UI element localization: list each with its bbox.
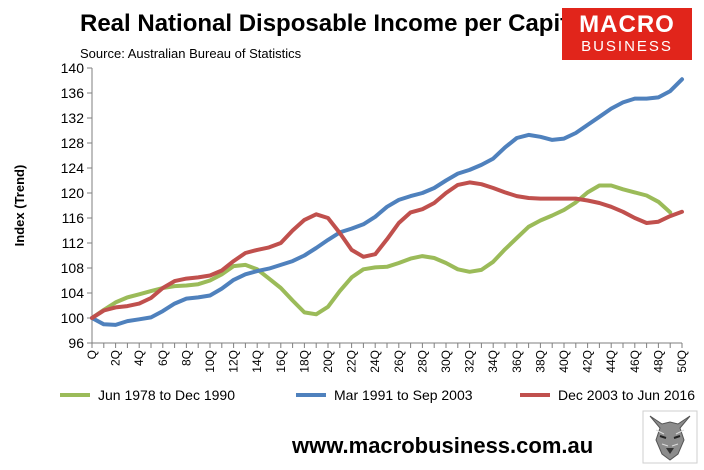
y-tick-label: 132 bbox=[61, 110, 85, 126]
y-tick-label: 120 bbox=[61, 185, 85, 201]
x-tick-label: 26Q bbox=[392, 350, 406, 373]
series-line-2 bbox=[90, 77, 684, 327]
y-tick-label: 136 bbox=[61, 85, 85, 101]
y-tick-label: 96 bbox=[68, 335, 84, 351]
legend-label: Dec 2003 to Jun 2016 bbox=[558, 387, 695, 403]
legend-label: Mar 1991 to Sep 2003 bbox=[334, 387, 473, 403]
website-url: www.macrobusiness.com.au bbox=[292, 433, 594, 458]
x-tick-label: 8Q bbox=[179, 350, 193, 366]
legend-item: Mar 1991 to Sep 2003 bbox=[296, 387, 473, 403]
wolf-logo-icon bbox=[642, 410, 698, 464]
y-tick-label: 116 bbox=[62, 210, 85, 226]
y-tick-label: 112 bbox=[62, 235, 85, 251]
x-tick-label: 28Q bbox=[415, 350, 429, 373]
y-tick-label: 108 bbox=[61, 260, 85, 276]
logo-line-1: MACRO bbox=[579, 11, 675, 38]
chart-title: Real National Disposable Income per Capi… bbox=[80, 10, 582, 37]
x-tick-label: 6Q bbox=[156, 350, 170, 366]
x-tick-label: 50Q bbox=[675, 350, 689, 373]
x-tick-label: 42Q bbox=[581, 350, 595, 373]
x-tick-label: 36Q bbox=[510, 350, 524, 373]
legend-swatch bbox=[520, 393, 550, 397]
x-tick-label: 10Q bbox=[203, 350, 217, 373]
x-tick-label: 40Q bbox=[557, 350, 571, 373]
x-tick-label: 38Q bbox=[533, 350, 547, 373]
y-tick-label: 140 bbox=[61, 60, 85, 76]
x-tick-label: 30Q bbox=[439, 350, 453, 373]
y-tick-label: 100 bbox=[61, 310, 85, 326]
x-tick-label: Q bbox=[85, 350, 99, 359]
series-line-1 bbox=[90, 183, 673, 320]
y-tick-label: 104 bbox=[61, 285, 85, 301]
x-tick-label: 46Q bbox=[628, 350, 642, 373]
y-tick-label: 128 bbox=[61, 135, 85, 151]
x-tick-label: 18Q bbox=[297, 350, 311, 373]
chart-source: Source: Australian Bureau of Statistics bbox=[80, 46, 302, 61]
legend-label: Jun 1978 to Dec 1990 bbox=[98, 387, 235, 403]
x-tick-label: 44Q bbox=[604, 350, 618, 373]
chart-legend: Jun 1978 to Dec 1990 Mar 1991 to Sep 2003… bbox=[60, 387, 700, 409]
x-tick-label: 12Q bbox=[227, 350, 241, 373]
series-line-3 bbox=[90, 180, 684, 320]
x-tick-label: 4Q bbox=[132, 350, 146, 366]
x-tick-label: 24Q bbox=[368, 350, 382, 373]
x-tick-label: 32Q bbox=[463, 350, 477, 373]
x-tick-label: 22Q bbox=[345, 350, 359, 373]
x-tick-label: 14Q bbox=[250, 350, 264, 373]
legend-swatch bbox=[296, 393, 326, 397]
x-tick-label: 2Q bbox=[109, 350, 123, 366]
macrobusiness-logo: MACRO BUSINESS bbox=[562, 8, 692, 60]
x-tick-label: 20Q bbox=[321, 350, 335, 373]
x-tick-label: 48Q bbox=[651, 350, 665, 373]
y-tick-label: 124 bbox=[61, 160, 85, 176]
legend-swatch bbox=[60, 393, 90, 397]
y-axis-title: Index (Trend) bbox=[12, 165, 27, 247]
legend-item: Dec 2003 to Jun 2016 bbox=[520, 387, 695, 403]
logo-line-2: BUSINESS bbox=[581, 38, 673, 55]
x-tick-label: 16Q bbox=[274, 350, 288, 373]
line-chart: 96 100 104 108 112 116 120 124 128 132 136 140 Index… bbox=[12, 60, 689, 373]
x-tick-label: 34Q bbox=[486, 350, 500, 373]
legend-item: Jun 1978 to Dec 1990 bbox=[60, 387, 235, 403]
